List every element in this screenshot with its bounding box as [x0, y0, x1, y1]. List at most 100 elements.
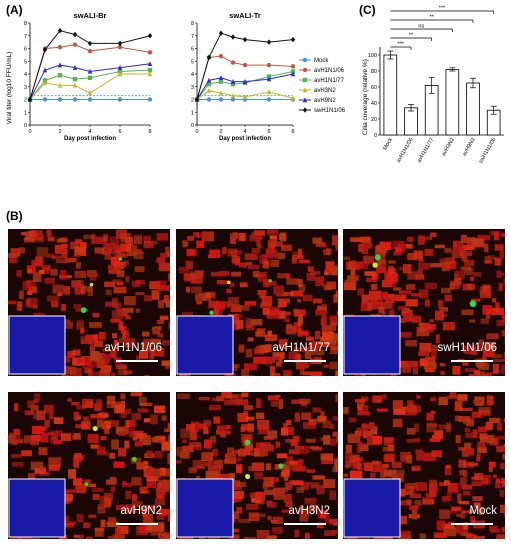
data-point [147, 61, 153, 66]
dapi-inset [343, 478, 401, 538]
data-point [57, 62, 63, 68]
micrograph-tile: avH9N2 [8, 392, 170, 539]
bar [404, 107, 418, 136]
micrograph-image [176, 229, 338, 376]
x-tick-label: 2 [219, 129, 222, 135]
x-tick-label: 8 [291, 129, 294, 135]
micrograph-label: avH1N1/77 [272, 342, 330, 354]
x-tick-label: Mock [382, 137, 394, 152]
data-point [87, 48, 93, 54]
legend-label: avH9N2 [314, 98, 336, 104]
data-point [194, 96, 200, 103]
data-point [290, 95, 296, 101]
y-tick-label: 5 [191, 59, 194, 65]
micrograph-label: avH3N2 [288, 505, 330, 517]
chart-title: swALI-Tr [229, 11, 261, 20]
data-point [72, 76, 78, 82]
y-tick-label: 60 [371, 85, 377, 91]
significance-label: *** [439, 6, 446, 12]
data-point [230, 97, 236, 102]
data-point [218, 53, 224, 59]
legend-marker [302, 57, 308, 63]
dapi-inset [8, 478, 66, 538]
legend-label: avH1N1/06 [314, 68, 345, 74]
data-point [242, 94, 248, 100]
micrograph-tile: swH1N1/06 [343, 229, 505, 376]
x-tick-label: 6 [118, 129, 121, 135]
data-point [72, 31, 78, 38]
data-point [72, 42, 78, 47]
micrograph-tile: avH1N1/06 [8, 229, 170, 376]
data-point [42, 47, 48, 53]
y-tick-label: 4 [24, 72, 27, 78]
y-tick-label: 6 [24, 47, 27, 53]
data-point [147, 33, 153, 39]
x-tick-label: 4 [243, 129, 246, 135]
data-point [206, 54, 212, 61]
data-point [87, 40, 93, 47]
data-point [42, 67, 48, 73]
x-tick-label: 4 [88, 129, 91, 135]
data-point [117, 64, 123, 70]
scale-bar [116, 360, 158, 362]
data-point [72, 64, 78, 70]
data-point [42, 80, 48, 86]
x-tick-label: avH1N1/77 [416, 137, 435, 164]
chart-cilia: 0 20 40 60 80 100 Mock avH1N1/06 avH1N1/77 avH3N2… [368, 6, 504, 165]
data-point [147, 67, 153, 73]
micrograph-tile: avH1N1/77 [176, 229, 338, 376]
data-point [290, 36, 296, 43]
data-point [42, 97, 48, 102]
dapi-inset [176, 315, 234, 375]
y-tick-label: 4 [191, 72, 194, 78]
series-line [196, 55, 294, 100]
data-point [206, 97, 212, 102]
x-tick-label: 2 [58, 129, 61, 135]
x-tick-label: 0 [195, 129, 198, 135]
y-tick-label: 0 [191, 123, 194, 129]
scale-bar [451, 523, 493, 525]
micrograph-label: swH1N1/06 [437, 342, 497, 354]
legend-label: avH3N2 [314, 88, 336, 94]
legend-label: Mock [314, 58, 329, 64]
data-point [230, 92, 236, 98]
viral-titer-charts: swALI-Br 0 1 2 3 4 5 6 7 8 0 2 4 6 8 Day post infection… [6, 11, 346, 142]
legend-marker [302, 67, 308, 73]
data-point [57, 97, 63, 102]
data-point [230, 82, 236, 87]
data-point [117, 97, 123, 102]
significance-label: ** [430, 15, 435, 21]
micrograph-label: avH9N2 [120, 505, 162, 517]
x-tick-label: 6 [267, 129, 270, 135]
micrograph-image [343, 229, 505, 376]
y-tick-label: 8 [24, 21, 27, 27]
y-tick-label: 1 [191, 110, 194, 116]
cilia-coverage-chart: 0 20 40 60 80 100 Mock avH1N1/06 avH1N1/77 avH3N2… [362, 6, 504, 165]
data-point [266, 89, 272, 95]
data-point [218, 90, 224, 96]
y-tick-label: 20 [371, 117, 377, 123]
y-tick-label: 40 [371, 101, 377, 107]
y-tick-label: 7 [24, 34, 27, 40]
dapi-inset [176, 478, 234, 538]
x-tick-label: avH9N2 [462, 137, 477, 157]
micrograph-tile: Mock [343, 392, 505, 539]
data-point [147, 71, 153, 77]
data-point [242, 78, 248, 84]
legend-label: swH1N1/06 [314, 108, 346, 114]
scale-bar [284, 360, 326, 362]
y-tick-label: 100 [368, 53, 377, 59]
data-point [117, 40, 123, 47]
y-tick-label: 7 [191, 34, 194, 40]
legend-marker [302, 97, 308, 103]
y-tick-label: 3 [24, 85, 27, 91]
panel-label-b: (B) [6, 209, 23, 223]
bar [466, 82, 480, 136]
x-tick-label: swH1N1/06 [478, 137, 497, 165]
data-point [27, 96, 33, 103]
micrograph-image [176, 392, 338, 539]
y-tick-label: 0 [24, 123, 27, 129]
data-point [72, 97, 78, 102]
data-point [266, 97, 272, 102]
data-point [218, 30, 224, 36]
